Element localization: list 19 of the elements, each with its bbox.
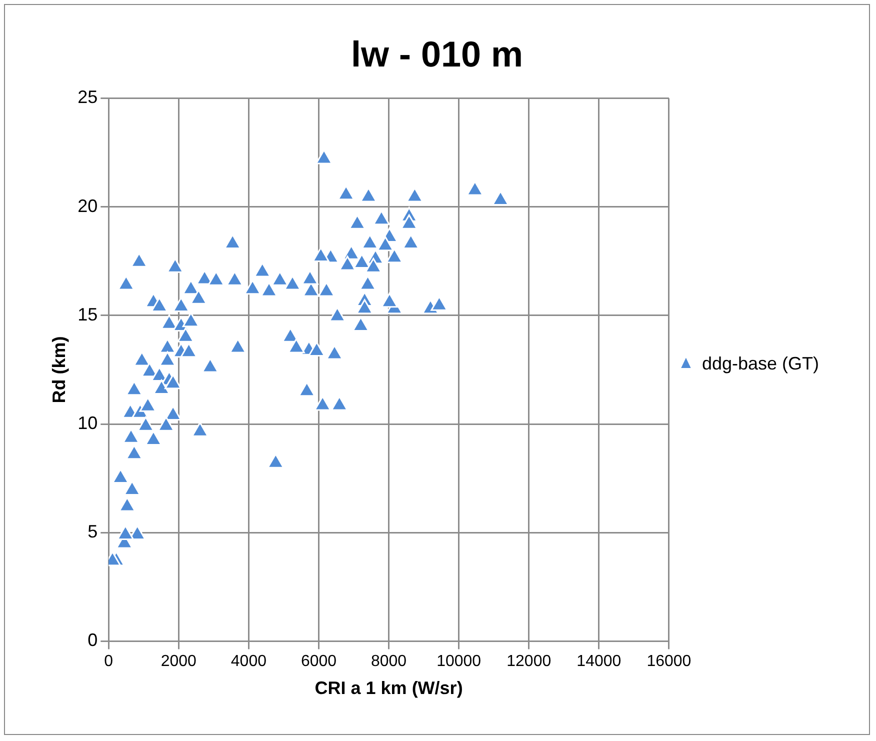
y-tick-label: 0 — [88, 630, 98, 650]
x-tick-label: 4000 — [230, 653, 267, 670]
x-tick-label: 0 — [104, 653, 114, 670]
x-tick-label: 6000 — [300, 653, 337, 670]
x-tick-label: 14000 — [576, 653, 622, 670]
y-tick-label: 5 — [88, 522, 98, 542]
y-tick-label: 15 — [78, 304, 98, 324]
x-tick-label: 2000 — [160, 653, 197, 670]
legend-label: ddg-base (GT) — [702, 353, 820, 374]
chart-title: lw - 010 m — [350, 34, 524, 75]
y-axis-title: Rd (km) — [48, 336, 69, 404]
x-axis-title: CRI a 1 km (W/sr) — [314, 678, 463, 698]
y-tick-label: 25 — [78, 87, 98, 108]
x-tick-label: 10000 — [436, 653, 482, 670]
x-tick-label: 8000 — [370, 653, 407, 670]
y-tick-label: 20 — [78, 196, 98, 216]
x-tick-label: 12000 — [506, 653, 552, 670]
y-tick-label: 10 — [78, 412, 98, 433]
x-tick-label: 16000 — [646, 653, 692, 670]
